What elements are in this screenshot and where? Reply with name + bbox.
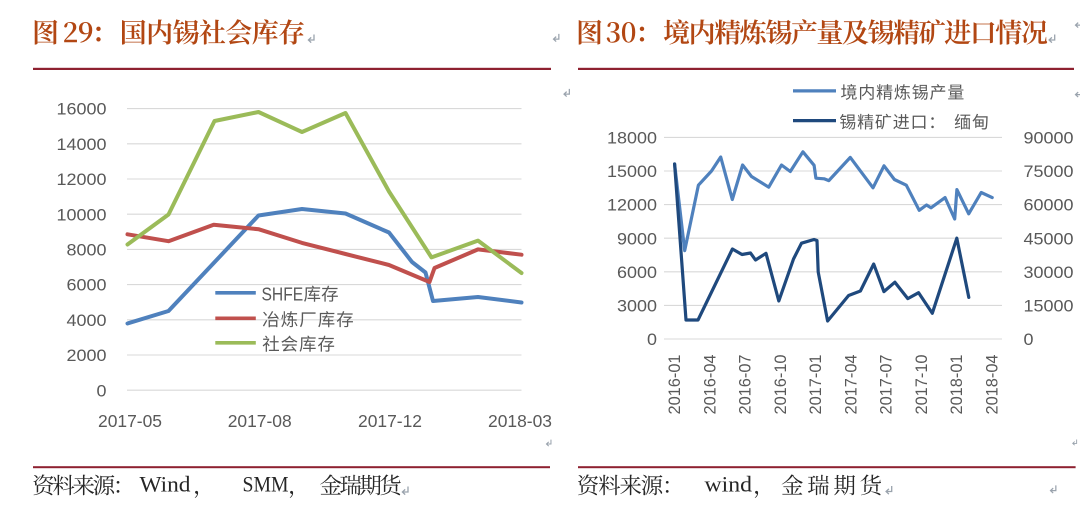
svg-text:15000: 15000: [607, 162, 657, 181]
svg-text:2018-04: 2018-04: [983, 355, 1002, 415]
svg-text:14000: 14000: [57, 135, 107, 154]
svg-text:wind: wind: [705, 472, 753, 497]
svg-text:0: 0: [1024, 330, 1034, 349]
svg-text:12000: 12000: [607, 196, 657, 215]
svg-text:12000: 12000: [57, 170, 107, 189]
svg-text:6000: 6000: [617, 263, 657, 282]
svg-text:2018-01: 2018-01: [947, 355, 966, 415]
svg-text:45000: 45000: [1024, 229, 1074, 248]
svg-text:2017-01: 2017-01: [806, 355, 825, 415]
svg-text:2016-04: 2016-04: [700, 355, 719, 415]
svg-text:2017-04: 2017-04: [841, 355, 860, 415]
svg-text:30000: 30000: [1024, 263, 1074, 282]
svg-text:60000: 60000: [1024, 196, 1074, 215]
svg-text:2016-10: 2016-10: [771, 355, 790, 415]
svg-text:Wind: Wind: [140, 472, 191, 497]
svg-text:0: 0: [647, 330, 657, 349]
svg-text:2018-03: 2018-03: [488, 411, 552, 431]
svg-text:2017-10: 2017-10: [912, 355, 931, 415]
svg-text:2017-07: 2017-07: [877, 355, 896, 415]
svg-text:90000: 90000: [1024, 129, 1074, 148]
svg-text:2016-01: 2016-01: [665, 355, 684, 415]
svg-text:4000: 4000: [67, 311, 107, 330]
svg-text:2017-08: 2017-08: [228, 411, 292, 431]
svg-text:SMM: SMM: [243, 472, 289, 497]
svg-text:0: 0: [97, 381, 107, 400]
svg-text:2016-07: 2016-07: [736, 355, 755, 415]
svg-text:2017-12: 2017-12: [358, 411, 422, 431]
svg-text:16000: 16000: [57, 100, 107, 119]
svg-text:15000: 15000: [1024, 297, 1074, 316]
svg-text:2017-05: 2017-05: [98, 411, 162, 431]
svg-text:18000: 18000: [607, 129, 657, 148]
svg-text:3000: 3000: [617, 297, 657, 316]
svg-text:8000: 8000: [67, 241, 107, 260]
svg-text:75000: 75000: [1024, 162, 1074, 181]
svg-text:SHFE: SHFE: [262, 284, 304, 304]
svg-text:9000: 9000: [617, 229, 657, 248]
svg-text:10000: 10000: [57, 205, 107, 224]
svg-text:2000: 2000: [67, 346, 107, 365]
svg-text:6000: 6000: [67, 276, 107, 295]
